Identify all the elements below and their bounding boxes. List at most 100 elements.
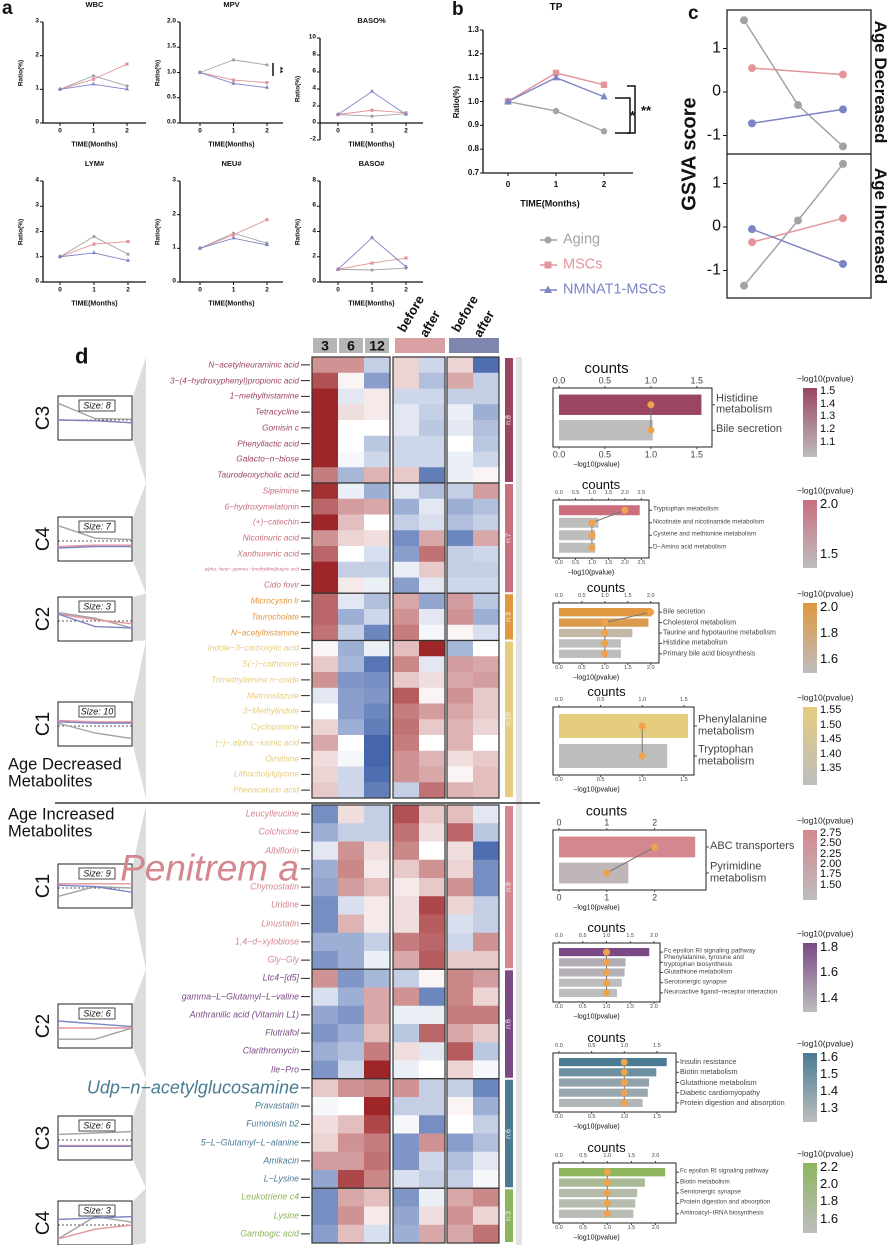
heatmap-cell xyxy=(447,467,473,484)
x-tick-label: 1 xyxy=(92,286,96,294)
colorbar-tick-label: 1.35 xyxy=(820,762,842,775)
colorbar xyxy=(803,500,817,568)
size-box xyxy=(78,399,116,412)
enrichment-bar xyxy=(559,530,596,541)
heatmap-cell xyxy=(364,514,390,531)
heatmap-cell xyxy=(364,932,390,952)
data-point xyxy=(552,73,560,81)
data-point xyxy=(57,86,63,91)
data-point xyxy=(740,281,748,290)
y-tick-label: 1.2 xyxy=(467,48,479,58)
heatmap-cell xyxy=(419,546,445,563)
pvalue-tick-label: 1.0 xyxy=(601,664,609,671)
y-tick-label: 0.5 xyxy=(166,93,176,101)
enrichment-bar xyxy=(559,968,625,977)
column-header-box xyxy=(365,338,389,353)
cluster-funnel xyxy=(133,1078,146,1189)
pathway-label: Bile secretion xyxy=(663,608,706,616)
heatmap-cell xyxy=(419,1224,445,1244)
data-point xyxy=(92,234,96,239)
heatmap-cell xyxy=(312,514,338,531)
metabolite-label: 1,4−d−xylobiose xyxy=(234,936,299,947)
x-axis-label: TIME(Months) xyxy=(208,300,255,308)
series-line-aging xyxy=(199,59,268,73)
heatmap-cell xyxy=(312,672,338,689)
metabolite-label: Taurodeoxycholic acid xyxy=(217,469,299,480)
y-tick-label: 1.3 xyxy=(467,24,479,34)
pvalue-tick-label: 0.0 xyxy=(552,448,566,459)
cluster-name: C4 xyxy=(33,526,55,552)
data-point xyxy=(92,242,96,246)
series-line-nmnat1-mscs xyxy=(59,252,129,261)
heatmap-cell xyxy=(364,1060,390,1080)
heatmap-cell xyxy=(338,388,364,405)
profile-line xyxy=(57,1020,133,1028)
heatmap-cell xyxy=(364,420,390,437)
heatmap-cell xyxy=(447,1115,473,1134)
heatmap-cell xyxy=(338,782,364,799)
pvalue-tick-label: 1 xyxy=(604,891,610,902)
y-tick-label: 6 xyxy=(312,67,316,75)
series-line xyxy=(751,108,844,125)
data-point xyxy=(125,62,129,66)
heatmap-cell xyxy=(393,987,419,1007)
enrichment-bar xyxy=(559,1098,643,1107)
y-tick-label: 2 xyxy=(35,227,39,235)
cluster-size-label: Size: 8 xyxy=(83,399,111,410)
heatmap-cell xyxy=(364,656,390,673)
series-line xyxy=(743,163,844,287)
data-point xyxy=(264,242,270,247)
count-tick-label: 1.5 xyxy=(626,933,635,940)
heatmap-cell xyxy=(364,914,390,934)
heatmap-cell xyxy=(419,987,445,1007)
column-header-box xyxy=(313,338,337,353)
heatmap-cell xyxy=(364,672,390,689)
data-point xyxy=(231,81,236,85)
cluster-bar xyxy=(505,641,513,797)
size-box xyxy=(78,520,116,533)
y-axis-label: Ratio(%) xyxy=(154,59,162,86)
heatmap-cell xyxy=(447,951,473,970)
heatmap-cell xyxy=(473,1097,499,1116)
size-box xyxy=(78,1204,116,1217)
heatmap-cell xyxy=(338,859,364,879)
heatmap-cell xyxy=(312,372,338,389)
heatmap-cell xyxy=(447,1060,473,1080)
heatmap-cell xyxy=(393,1151,419,1171)
heatmap-cell xyxy=(312,735,338,752)
heatmap-cell xyxy=(419,969,445,988)
metabolite-label: Clarithromycin xyxy=(242,1045,299,1056)
heatmap-cell xyxy=(393,1060,419,1080)
heatmap-cell xyxy=(312,357,338,374)
heatmap-cell xyxy=(419,859,445,879)
heatmap-cell xyxy=(338,987,364,1007)
metabolite-label: Phenyllactic acid xyxy=(237,438,299,449)
heatmap-cell xyxy=(393,1005,419,1025)
heatmap-cell xyxy=(419,1024,445,1043)
count-tick-label: 1.0 xyxy=(588,490,596,497)
heatmap-cell xyxy=(338,640,364,657)
heatmap-cell xyxy=(393,841,419,861)
colorbar-tick-label: 1.45 xyxy=(820,733,842,746)
heatmap-cell xyxy=(473,703,499,720)
heatmap-cell xyxy=(312,951,338,970)
x-tick-label: 1 xyxy=(231,127,236,135)
pvalue-tick-label: 0.5 xyxy=(579,1224,587,1231)
heatmap-cell xyxy=(312,1206,338,1226)
heatmap-cell xyxy=(338,1060,364,1080)
pathway-label: D−Amino acid metabolism xyxy=(653,543,727,551)
colorbar-tick-label: 1.5 xyxy=(820,385,836,398)
count-dot xyxy=(603,979,610,987)
counts-axis-title: counts xyxy=(586,579,626,595)
heatmap-cell xyxy=(364,719,390,736)
heatmap-cell xyxy=(393,624,419,641)
x-tick-label: 0 xyxy=(336,286,340,294)
heatmap-cell xyxy=(419,404,445,421)
counts-axis-title: counts xyxy=(587,683,626,699)
pvalue-tick-label: 1.0 xyxy=(603,1224,612,1231)
metabolite-label: Ile−Pro xyxy=(270,1064,299,1075)
heatmap-cell xyxy=(447,1170,473,1189)
cluster-size-label: Size: 6 xyxy=(83,1007,111,1018)
heatmap-cell xyxy=(419,640,445,657)
pathway-label: Histidine metabolism xyxy=(716,392,773,416)
